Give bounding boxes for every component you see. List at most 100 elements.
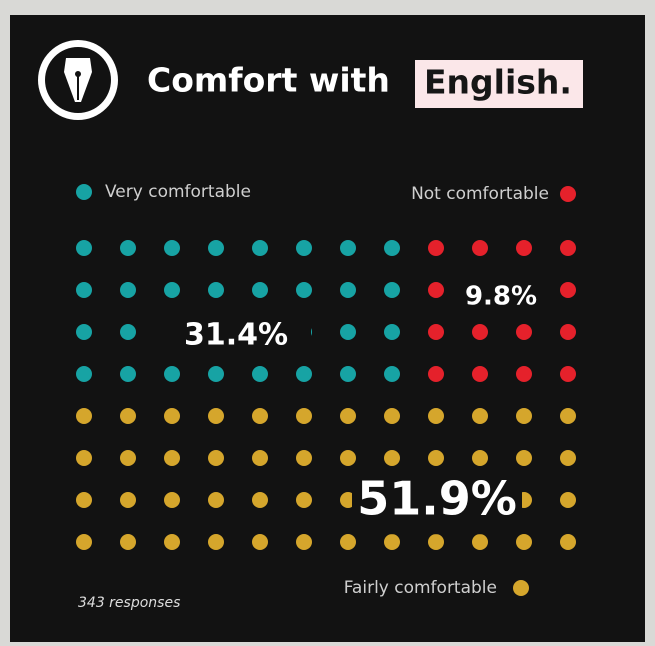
dot bbox=[472, 366, 488, 382]
legend-label: Fairly comfortable bbox=[344, 578, 497, 598]
label-mask bbox=[161, 315, 311, 357]
dot bbox=[296, 240, 312, 256]
dot bbox=[164, 534, 180, 550]
legend-dot bbox=[76, 184, 92, 200]
dot bbox=[120, 534, 136, 550]
dot bbox=[384, 408, 400, 424]
dot bbox=[296, 450, 312, 466]
dot bbox=[516, 450, 532, 466]
dot bbox=[296, 282, 312, 298]
dot bbox=[560, 534, 576, 550]
dot bbox=[252, 240, 268, 256]
dot bbox=[120, 492, 136, 508]
dot bbox=[296, 492, 312, 508]
dot bbox=[340, 282, 356, 298]
dot bbox=[428, 324, 444, 340]
dot bbox=[472, 450, 488, 466]
logo bbox=[38, 40, 118, 120]
value-label: 51.9% bbox=[357, 472, 517, 526]
dot bbox=[76, 282, 92, 298]
dot bbox=[560, 366, 576, 382]
title-highlight: English. bbox=[424, 63, 572, 102]
legend-dot bbox=[513, 580, 529, 596]
dot bbox=[120, 240, 136, 256]
dot bbox=[560, 450, 576, 466]
dot bbox=[472, 240, 488, 256]
dot bbox=[164, 492, 180, 508]
dot bbox=[340, 534, 356, 550]
dot bbox=[208, 408, 224, 424]
dot bbox=[208, 534, 224, 550]
dot bbox=[252, 492, 268, 508]
dot bbox=[428, 450, 444, 466]
title: Comfort with bbox=[147, 61, 390, 100]
dot bbox=[428, 366, 444, 382]
dot bbox=[76, 324, 92, 340]
dot bbox=[164, 282, 180, 298]
dot bbox=[560, 408, 576, 424]
dot bbox=[516, 534, 532, 550]
dot bbox=[76, 408, 92, 424]
dot bbox=[428, 282, 444, 298]
dot bbox=[384, 450, 400, 466]
dot bbox=[164, 240, 180, 256]
dot bbox=[296, 408, 312, 424]
dot bbox=[208, 450, 224, 466]
dot bbox=[164, 450, 180, 466]
value-label: 31.4% bbox=[184, 318, 288, 353]
dot bbox=[428, 240, 444, 256]
dot bbox=[472, 534, 488, 550]
title-highlight-box bbox=[415, 60, 583, 108]
dot bbox=[340, 408, 356, 424]
label-mask bbox=[451, 278, 551, 316]
dot bbox=[384, 282, 400, 298]
dot bbox=[252, 534, 268, 550]
dot bbox=[384, 534, 400, 550]
dot bbox=[472, 324, 488, 340]
dot bbox=[428, 408, 444, 424]
dot bbox=[472, 408, 488, 424]
dot bbox=[428, 534, 444, 550]
dot bbox=[120, 282, 136, 298]
note: 343 responses bbox=[78, 595, 180, 611]
dot bbox=[296, 366, 312, 382]
dot bbox=[516, 366, 532, 382]
dot bbox=[560, 324, 576, 340]
dot bbox=[560, 492, 576, 508]
dot bbox=[76, 240, 92, 256]
dot bbox=[340, 240, 356, 256]
dot bbox=[340, 450, 356, 466]
dot bbox=[76, 366, 92, 382]
dot bbox=[252, 450, 268, 466]
value-label: 9.8% bbox=[465, 282, 537, 312]
legend-dot bbox=[560, 186, 576, 202]
dot bbox=[208, 366, 224, 382]
dot bbox=[252, 282, 268, 298]
panel bbox=[10, 15, 645, 646]
label-mask bbox=[352, 469, 522, 535]
dot bbox=[384, 324, 400, 340]
dot bbox=[340, 366, 356, 382]
dot bbox=[76, 450, 92, 466]
dot bbox=[164, 366, 180, 382]
dot bbox=[164, 408, 180, 424]
dot bbox=[120, 408, 136, 424]
dot bbox=[340, 324, 356, 340]
dot bbox=[120, 450, 136, 466]
legend-label: Very comfortable bbox=[105, 182, 251, 202]
dot bbox=[208, 492, 224, 508]
dot bbox=[384, 240, 400, 256]
dot bbox=[76, 492, 92, 508]
dot bbox=[296, 534, 312, 550]
legend-label: Not comfortable bbox=[411, 184, 549, 204]
dot bbox=[516, 240, 532, 256]
dot bbox=[252, 408, 268, 424]
dot bbox=[76, 534, 92, 550]
dot bbox=[120, 324, 136, 340]
dot bbox=[208, 240, 224, 256]
dot bbox=[560, 240, 576, 256]
dot bbox=[560, 282, 576, 298]
dot bbox=[120, 366, 136, 382]
dot bbox=[384, 366, 400, 382]
